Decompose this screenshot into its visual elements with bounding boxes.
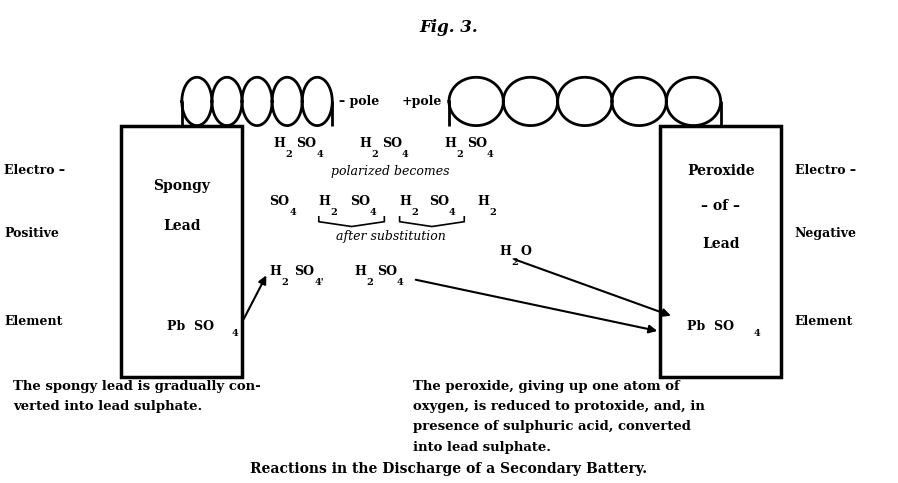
Text: 4: 4 <box>753 329 760 338</box>
Text: Pb  SO: Pb SO <box>167 320 215 333</box>
Text: SO: SO <box>350 195 370 208</box>
Text: Lead: Lead <box>163 219 200 233</box>
Text: The peroxide, giving up one atom of: The peroxide, giving up one atom of <box>413 380 680 393</box>
Text: 2: 2 <box>330 208 338 217</box>
Text: SO: SO <box>295 265 314 278</box>
Text: 4: 4 <box>316 150 323 159</box>
Text: 4: 4 <box>397 278 404 287</box>
Text: H: H <box>400 195 411 208</box>
Text: Fig. 3.: Fig. 3. <box>419 19 479 36</box>
Text: 2: 2 <box>281 278 288 287</box>
Text: presence of sulphuric acid, converted: presence of sulphuric acid, converted <box>413 421 691 433</box>
Text: H: H <box>359 137 371 150</box>
Text: H: H <box>499 245 511 258</box>
Text: Electro –: Electro – <box>795 164 856 177</box>
Text: 2: 2 <box>511 258 518 267</box>
Text: 4': 4' <box>314 278 324 287</box>
Text: Spongy: Spongy <box>154 179 210 193</box>
Text: oxygen, is reduced to protoxide, and, in: oxygen, is reduced to protoxide, and, in <box>413 400 705 413</box>
Text: polarized becomes: polarized becomes <box>331 165 450 178</box>
Text: Negative: Negative <box>795 227 857 240</box>
Text: 4: 4 <box>487 150 494 159</box>
Text: H: H <box>445 137 456 150</box>
Text: 4: 4 <box>401 150 409 159</box>
Text: 2: 2 <box>489 208 497 217</box>
Text: into lead sulphate.: into lead sulphate. <box>413 441 551 454</box>
Text: SO: SO <box>269 195 289 208</box>
Text: Element: Element <box>4 315 63 328</box>
Text: Lead: Lead <box>702 237 739 251</box>
Text: 4: 4 <box>232 329 238 338</box>
Text: 2: 2 <box>286 150 293 159</box>
Text: Reactions in the Discharge of a Secondary Battery.: Reactions in the Discharge of a Secondar… <box>251 462 647 475</box>
Text: SO: SO <box>467 137 487 150</box>
Bar <box>121 126 242 377</box>
Text: 2: 2 <box>411 208 418 217</box>
Text: after substitution: after substitution <box>336 230 445 243</box>
Text: H: H <box>274 137 286 150</box>
Text: Electro –: Electro – <box>4 164 66 177</box>
Text: Pb  SO: Pb SO <box>687 320 734 333</box>
Text: 4: 4 <box>370 208 377 217</box>
Text: SO: SO <box>296 137 316 150</box>
Text: SO: SO <box>377 265 397 278</box>
Text: +pole: +pole <box>401 95 442 108</box>
Text: Peroxide: Peroxide <box>687 164 754 178</box>
Text: H: H <box>319 195 330 208</box>
Text: H: H <box>269 265 281 278</box>
Text: 2: 2 <box>371 150 378 159</box>
Text: Element: Element <box>795 315 853 328</box>
Bar <box>660 126 781 377</box>
Text: H: H <box>478 195 489 208</box>
Text: 4: 4 <box>449 208 456 217</box>
Text: The spongy lead is gradually con-: The spongy lead is gradually con- <box>13 380 261 393</box>
Text: 4: 4 <box>289 208 296 217</box>
Text: SO: SO <box>429 195 449 208</box>
Text: Positive: Positive <box>4 227 59 240</box>
Text: – of –: – of – <box>701 199 740 213</box>
Text: – pole: – pole <box>339 95 380 108</box>
Text: SO: SO <box>382 137 401 150</box>
Text: 2: 2 <box>366 278 374 287</box>
Text: H: H <box>355 265 366 278</box>
Text: 2: 2 <box>456 150 463 159</box>
Text: O: O <box>521 245 532 258</box>
Text: verted into lead sulphate.: verted into lead sulphate. <box>13 400 203 413</box>
